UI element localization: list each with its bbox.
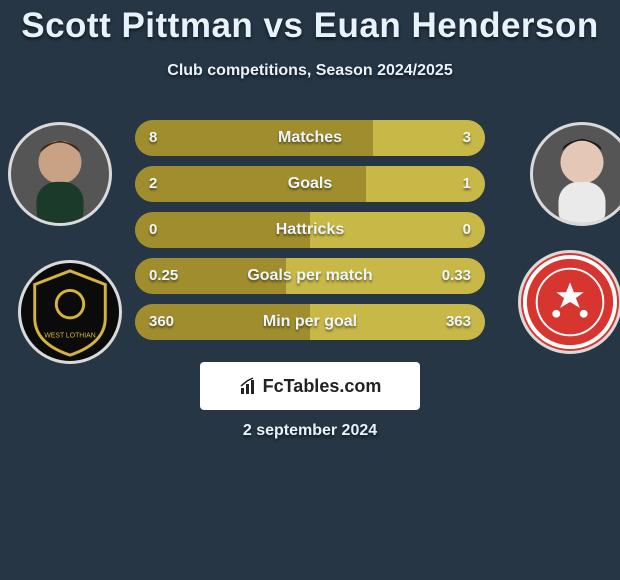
club-right-badge — [518, 250, 620, 354]
player-left-avatar — [8, 122, 112, 226]
player-right-avatar — [530, 122, 620, 226]
stat-label: Min per goal — [135, 304, 485, 340]
stat-value-right: 0.33 — [442, 258, 471, 294]
date-text: 2 september 2024 — [0, 422, 620, 440]
stat-label: Matches — [135, 120, 485, 156]
chart-icon — [239, 376, 259, 396]
stat-label: Goals — [135, 166, 485, 202]
stat-value-right: 1 — [463, 166, 471, 202]
stat-label: Goals per match — [135, 258, 485, 294]
stat-row: 360 Min per goal 363 — [135, 304, 485, 340]
site-logo[interactable]: FcTables.com — [200, 362, 420, 410]
stat-value-right: 363 — [446, 304, 471, 340]
stats-bars: 8 Matches 3 2 Goals 1 0 Hattricks 0 0.25… — [135, 120, 485, 350]
stat-value-right: 3 — [463, 120, 471, 156]
club-left-badge: WEST LOTHIAN — [18, 260, 122, 364]
svg-text:WEST LOTHIAN: WEST LOTHIAN — [44, 332, 95, 339]
stat-value-right: 0 — [463, 212, 471, 248]
page-subtitle: Club competitions, Season 2024/2025 — [0, 62, 620, 80]
stat-row: 2 Goals 1 — [135, 166, 485, 202]
site-logo-text: FcTables.com — [263, 376, 382, 397]
stat-label: Hattricks — [135, 212, 485, 248]
stat-row: 0.25 Goals per match 0.33 — [135, 258, 485, 294]
stat-row: 8 Matches 3 — [135, 120, 485, 156]
page-title: Scott Pittman vs Euan Henderson — [0, 0, 620, 46]
stat-row: 0 Hattricks 0 — [135, 212, 485, 248]
